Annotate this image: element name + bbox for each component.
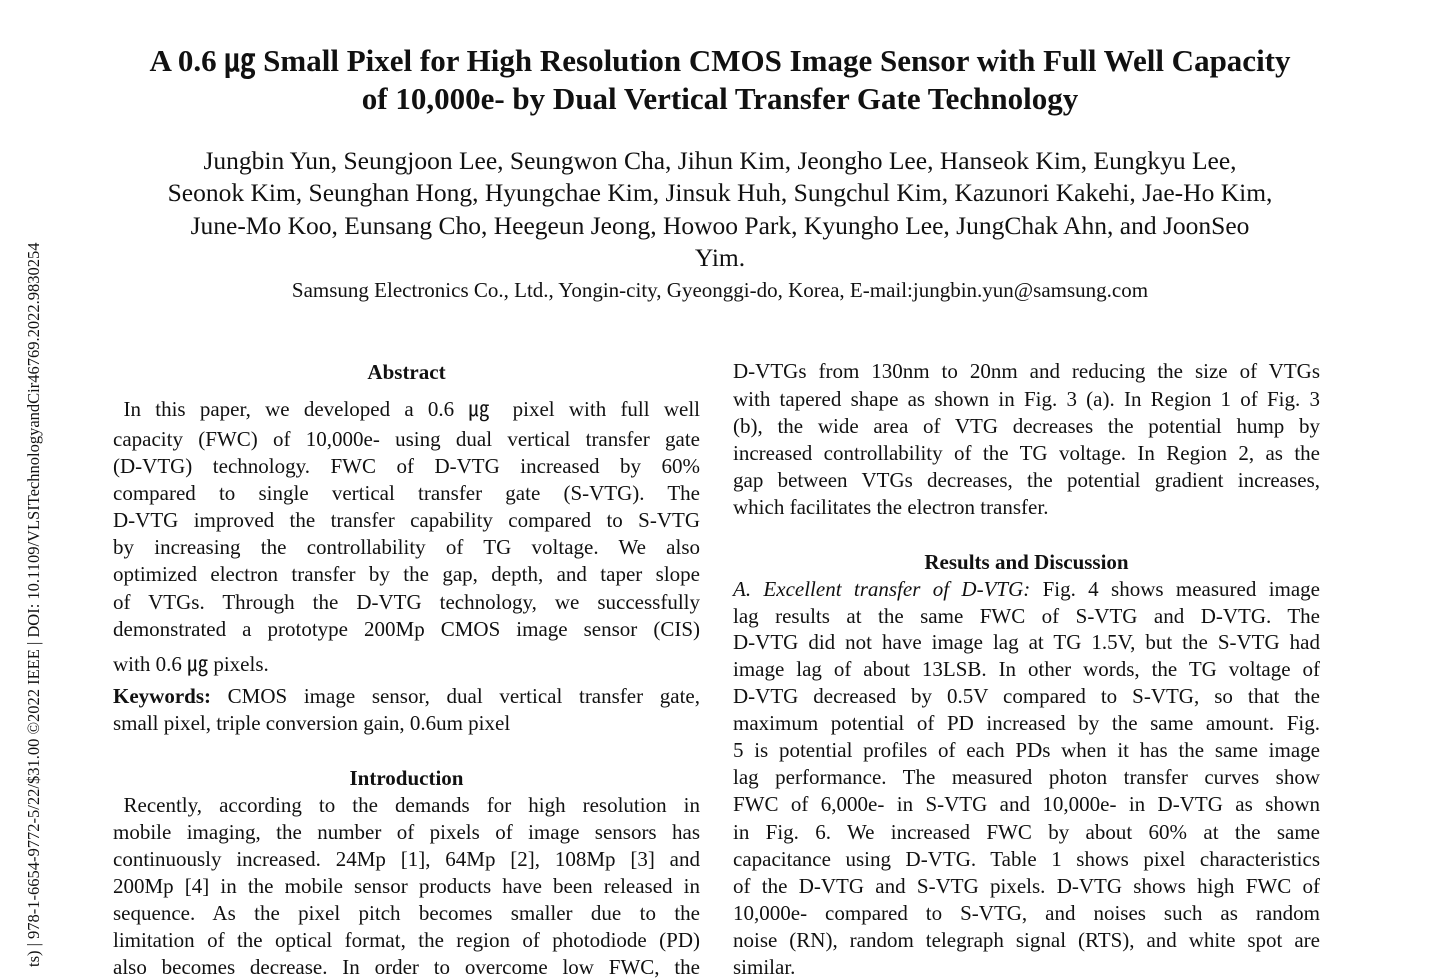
line-text: demonstrated a prototype 200Mp CMOS imag…	[113, 617, 700, 641]
line-text: In this paper, we developed a 0.6 ㎍ pixe…	[113, 397, 701, 421]
text-line: D-VTG improved the transfer capability c…	[113, 507, 700, 533]
text-line: D-VTG did not have image lag at TG 1.5V,…	[733, 629, 1320, 655]
text-line: In this paper, we developed a 0.6 ㎍ pixe…	[113, 396, 701, 422]
line-text: Abstract	[367, 360, 446, 384]
text-line: demonstrated a prototype 200Mp CMOS imag…	[113, 616, 700, 642]
text-line: also becomes decrease. In order to overc…	[113, 954, 700, 980]
text-line: image lag of about 13LSB. In other words…	[733, 656, 1320, 682]
line-text: (D-VTG) technology. FWC of D-VTG increas…	[113, 454, 700, 478]
line-text: sequence. As the pixel pitch becomes sma…	[113, 901, 700, 925]
text-line: of the D-VTG and S-VTG pixels. D-VTG sho…	[733, 873, 1320, 899]
line-text: maximum potential of PD increased by the…	[733, 711, 1320, 735]
text-line: capacity (FWC) of 10,000e- using dual ve…	[113, 426, 700, 452]
authors-line-2: Seonok Kim, Seunghan Hong, Hyungchae Kim…	[167, 178, 1273, 207]
line-text: also becomes decrease. In order to overc…	[113, 955, 700, 979]
section-heading: Introduction	[113, 765, 700, 791]
line-text: mobile imaging, the number of pixels of …	[113, 820, 700, 844]
text-line: (b), the wide area of VTG decreases the …	[733, 413, 1320, 439]
text-line: small pixel, triple conversion gain, 0.6…	[113, 710, 700, 736]
line-text: D-VTG did not have image lag at TG 1.5V,…	[733, 630, 1320, 654]
text-line: with 0.6 ㎍ pixels.	[113, 651, 700, 677]
line-text: similar.	[733, 955, 796, 979]
authors-line-3: June-Mo Koo, Eunsang Cho, Heegeun Jeong,…	[190, 211, 1250, 240]
line-text: which facilitates the electron transfer.	[733, 495, 1049, 519]
line-text: 10,000e- compared to S-VTG, and noises s…	[733, 901, 1320, 925]
paper-title-line-2: of 10,000e- by Dual Vertical Transfer Ga…	[361, 81, 1079, 116]
line-text: noise (RN), random telegraph signal (RTS…	[733, 928, 1320, 952]
line-text: lag results at the same FWC of S-VTG and…	[733, 604, 1320, 628]
line-text: compared to single vertical transfer gat…	[113, 481, 700, 505]
line-text: Recently, according to the demands for h…	[113, 793, 701, 817]
line-text: (b), the wide area of VTG decreases the …	[733, 414, 1320, 438]
line-text: 200Mp [4] in the mobile sensor products …	[113, 874, 700, 898]
text-line: in Fig. 6. We increased FWC by about 60%…	[733, 819, 1320, 845]
text-line: continuously increased. 24Mp [1], 64Mp […	[113, 846, 700, 872]
line-text: CMOS image sensor, dual vertical transfe…	[211, 684, 700, 708]
text-line: A. Excellent transfer of D-VTG: Fig. 4 s…	[733, 576, 1320, 602]
line-text: FWC of 6,000e- in S-VTG and 10,000e- in …	[733, 792, 1320, 816]
text-line: 200Mp [4] in the mobile sensor products …	[113, 873, 700, 899]
text-line: compared to single vertical transfer gat…	[113, 480, 700, 506]
line-text: image lag of about 13LSB. In other words…	[733, 657, 1320, 681]
line-text: D-VTG improved the transfer capability c…	[113, 508, 700, 532]
line-text: Introduction	[349, 766, 464, 790]
text-line: limitation of the optical format, the re…	[113, 927, 700, 953]
line-text: optimized electron transfer by the gap, …	[113, 562, 700, 586]
affiliation: Samsung Electronics Co., Ltd., Yongin-ci…	[291, 278, 1149, 302]
keywords-label: Keywords:	[113, 684, 211, 708]
text-line: maximum potential of PD increased by the…	[733, 710, 1320, 736]
line-text: by increasing the controllability of TG …	[113, 535, 700, 559]
text-line: increased controllability of the TG volt…	[733, 440, 1320, 466]
text-line: sequence. As the pixel pitch becomes sma…	[113, 900, 700, 926]
authors-line-4: Yim.	[694, 243, 746, 272]
text-line: D-VTGs from 130nm to 20nm and reducing t…	[733, 358, 1320, 384]
authors-line-1: Jungbin Yun, Seungjoon Lee, Seungwon Cha…	[203, 146, 1237, 175]
text-line: mobile imaging, the number of pixels of …	[113, 819, 700, 845]
section-heading: Results and Discussion	[733, 549, 1320, 575]
line-text: with 0.6 ㎍ pixels.	[113, 652, 269, 676]
line-text: Fig. 4 shows measured image	[1030, 577, 1320, 601]
line-text: gap between VTGs decreases, the potentia…	[733, 468, 1320, 492]
text-line: 10,000e- compared to S-VTG, and noises s…	[733, 900, 1320, 926]
text-line: (D-VTG) technology. FWC of D-VTG increas…	[113, 453, 700, 479]
text-line: FWC of 6,000e- in S-VTG and 10,000e- in …	[733, 791, 1320, 817]
text-line: with tapered shape as shown in Fig. 3 (a…	[733, 386, 1320, 412]
text-line: by increasing the controllability of TG …	[113, 534, 700, 560]
section-heading: Abstract	[113, 359, 700, 385]
line-text: capacity (FWC) of 10,000e- using dual ve…	[113, 427, 700, 451]
line-text: Results and Discussion	[924, 550, 1129, 574]
text-line: gap between VTGs decreases, the potentia…	[733, 467, 1320, 493]
text-line: D-VTG decreased by 0.5V compared to S-VT…	[733, 683, 1320, 709]
text-line: Recently, according to the demands for h…	[113, 792, 701, 818]
text-line: capacitance using D-VTG. Table 1 shows p…	[733, 846, 1320, 872]
line-text: of VTGs. Through the D-VTG technology, w…	[113, 590, 700, 614]
line-text: increased controllability of the TG volt…	[733, 441, 1320, 465]
text-line: 5 is potential profiles of each PDs when…	[733, 737, 1320, 763]
line-text: with tapered shape as shown in Fig. 3 (a…	[733, 387, 1320, 411]
line-text: in Fig. 6. We increased FWC by about 60%…	[733, 820, 1320, 844]
text-line: similar.	[733, 954, 1320, 980]
line-text: 5 is potential profiles of each PDs when…	[733, 738, 1320, 762]
line-text: small pixel, triple conversion gain, 0.6…	[113, 711, 511, 735]
subsection-title: A. Excellent transfer of D-VTG:	[733, 577, 1031, 601]
text-line: noise (RN), random telegraph signal (RTS…	[733, 927, 1320, 953]
line-text: continuously increased. 24Mp [1], 64Mp […	[113, 847, 700, 871]
text-line: lag performance. The measured photon tra…	[733, 764, 1320, 790]
paper-title-line-1: A 0.6 ㎍ Small Pixel for High Resolution …	[149, 43, 1291, 78]
text-line: Keywords: CMOS image sensor, dual vertic…	[113, 683, 700, 709]
line-text: of the D-VTG and S-VTG pixels. D-VTG sho…	[733, 874, 1320, 898]
line-text: D-VTGs from 130nm to 20nm and reducing t…	[733, 359, 1320, 383]
text-line: which facilitates the electron transfer.	[733, 494, 1320, 520]
line-text: lag performance. The measured photon tra…	[733, 765, 1320, 789]
text-line: of VTGs. Through the D-VTG technology, w…	[113, 589, 700, 615]
line-text: capacitance using D-VTG. Table 1 shows p…	[733, 847, 1320, 871]
text-line: lag results at the same FWC of S-VTG and…	[733, 603, 1320, 629]
line-text: limitation of the optical format, the re…	[113, 928, 700, 952]
text-line: optimized electron transfer by the gap, …	[113, 561, 700, 587]
line-text: D-VTG decreased by 0.5V compared to S-VT…	[733, 684, 1320, 708]
